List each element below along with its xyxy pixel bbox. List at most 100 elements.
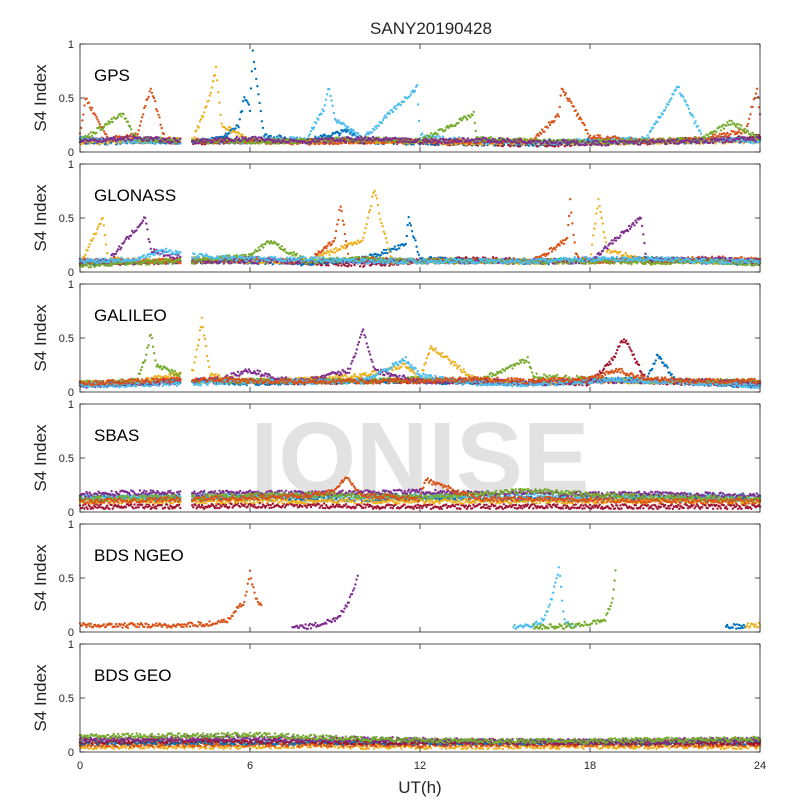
data-point bbox=[655, 141, 658, 144]
data-point bbox=[720, 138, 724, 142]
data-point bbox=[138, 124, 142, 127]
data-point bbox=[245, 99, 248, 102]
data-point bbox=[588, 134, 592, 137]
data-point bbox=[308, 133, 312, 136]
data-point bbox=[748, 117, 751, 121]
data-point bbox=[127, 138, 131, 141]
data-point bbox=[654, 122, 657, 125]
data-point bbox=[530, 142, 533, 145]
data-point bbox=[742, 142, 745, 145]
data-point bbox=[429, 143, 433, 146]
data-point bbox=[157, 136, 160, 139]
data-point bbox=[381, 118, 385, 122]
data-point bbox=[754, 140, 757, 143]
data-point bbox=[694, 120, 697, 123]
data-point bbox=[324, 134, 327, 137]
data-point bbox=[504, 140, 508, 144]
data-point bbox=[246, 139, 249, 142]
data-point bbox=[564, 92, 568, 95]
data-point bbox=[178, 141, 181, 144]
data-point bbox=[575, 139, 579, 143]
data-point bbox=[400, 137, 403, 140]
data-point bbox=[684, 100, 687, 103]
data-point bbox=[730, 140, 733, 144]
data-point bbox=[331, 136, 334, 140]
data-point bbox=[661, 113, 664, 116]
data-point bbox=[352, 128, 355, 132]
data-point bbox=[486, 140, 489, 144]
data-point bbox=[558, 105, 561, 109]
data-point bbox=[130, 128, 133, 131]
data-point bbox=[279, 134, 282, 138]
data-point bbox=[619, 143, 622, 146]
data-point bbox=[421, 142, 424, 145]
data-point bbox=[458, 142, 461, 145]
data-point bbox=[81, 119, 84, 122]
data-point bbox=[630, 136, 633, 140]
data-point bbox=[383, 116, 386, 119]
data-point bbox=[556, 113, 559, 116]
data-point bbox=[409, 93, 412, 97]
data-point bbox=[213, 73, 217, 77]
data-point bbox=[754, 92, 758, 95]
data-point bbox=[595, 143, 598, 146]
data-point bbox=[516, 138, 520, 141]
data-point bbox=[565, 140, 569, 143]
data-point bbox=[734, 125, 738, 128]
data-point bbox=[547, 143, 550, 146]
data-point bbox=[604, 144, 607, 147]
data-point bbox=[466, 137, 470, 140]
data-point bbox=[483, 141, 486, 144]
data-point bbox=[708, 141, 712, 145]
data-point bbox=[353, 131, 356, 134]
data-point bbox=[635, 141, 639, 144]
data-point bbox=[240, 110, 244, 113]
data-point bbox=[600, 144, 604, 147]
data-point bbox=[95, 131, 98, 135]
data-point bbox=[233, 140, 236, 143]
data-point bbox=[751, 105, 754, 109]
data-point bbox=[328, 136, 331, 140]
data-point bbox=[727, 123, 730, 127]
data-point bbox=[606, 144, 609, 147]
data-point bbox=[253, 67, 257, 71]
data-point bbox=[212, 80, 215, 83]
data-point bbox=[603, 140, 606, 143]
data-point bbox=[691, 113, 694, 116]
data-point bbox=[557, 145, 560, 148]
data-point bbox=[586, 132, 589, 135]
data-point bbox=[209, 91, 213, 95]
data-point bbox=[223, 139, 227, 142]
data-point bbox=[98, 125, 101, 128]
data-point bbox=[131, 138, 134, 141]
data-point bbox=[491, 137, 495, 140]
data-point bbox=[320, 112, 323, 116]
data-point bbox=[417, 119, 421, 123]
data-point bbox=[240, 139, 243, 143]
data-point bbox=[156, 110, 159, 113]
data-point bbox=[330, 99, 333, 102]
data-point bbox=[435, 142, 438, 145]
data-point bbox=[416, 84, 419, 87]
data-point bbox=[719, 129, 722, 132]
data-point bbox=[576, 112, 580, 116]
data-point bbox=[289, 142, 292, 146]
data-point bbox=[537, 134, 541, 137]
data-point bbox=[494, 139, 497, 142]
data-point bbox=[749, 113, 752, 116]
data-point bbox=[669, 141, 672, 145]
data-point bbox=[288, 140, 291, 143]
data-point bbox=[218, 101, 221, 104]
data-point bbox=[254, 142, 257, 145]
data-point bbox=[309, 142, 313, 145]
data-point bbox=[704, 137, 707, 140]
data-point bbox=[448, 141, 451, 145]
data-point bbox=[722, 127, 726, 130]
data-point bbox=[211, 140, 215, 144]
data-point bbox=[149, 87, 152, 91]
data-point bbox=[334, 119, 338, 122]
data-point bbox=[422, 138, 425, 142]
data-point bbox=[592, 140, 595, 143]
